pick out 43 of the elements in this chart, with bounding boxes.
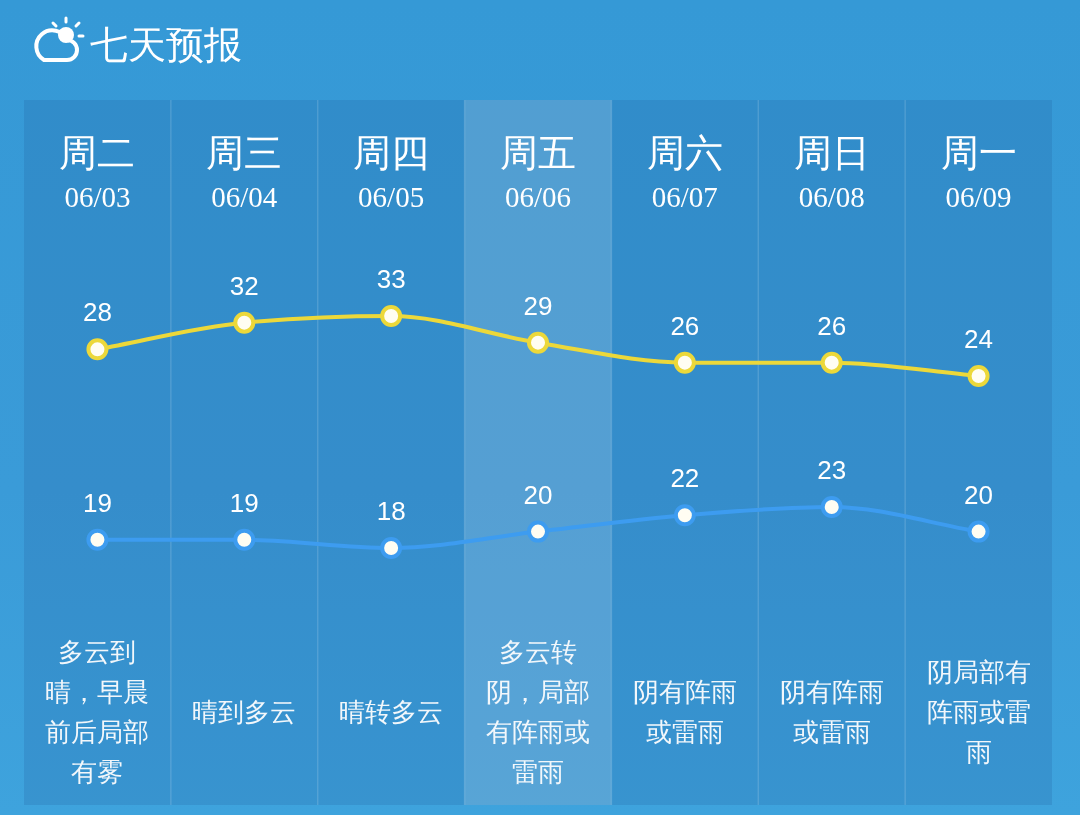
x-tick-label: 周二 06/03 — [59, 132, 136, 213]
text: 多云转阴，局部有阵雨或雷雨 — [485, 636, 591, 789]
point — [673, 351, 696, 374]
data-label: 26 — [817, 310, 847, 341]
point — [967, 520, 990, 543]
data-label: 23 — [817, 455, 847, 485]
data-label: 20 — [523, 479, 553, 510]
point — [673, 504, 696, 527]
point — [527, 331, 549, 354]
x-tick-label: 周日 06/08 — [793, 132, 870, 213]
data-label: 20 — [964, 479, 994, 510]
text: 晴转多云 — [338, 696, 445, 729]
data-label: 19 — [229, 487, 259, 518]
point — [380, 537, 403, 559]
chart-title: 七天预报 — [90, 24, 242, 66]
x-tick-label: 周四 06/05 — [353, 132, 430, 213]
x-tick-label: 周三 06/04 — [206, 132, 283, 213]
point — [86, 338, 109, 361]
point — [820, 351, 843, 374]
point — [380, 305, 403, 327]
data-label: 33 — [376, 264, 406, 294]
text: 阴局部有阵雨或雷雨 — [925, 656, 1032, 769]
text: 多云到晴，早晨前后局部有雾 — [44, 636, 151, 789]
data-label: 28 — [82, 297, 112, 328]
text: 晴到多云 — [191, 696, 298, 729]
point — [527, 520, 549, 543]
data-label: 32 — [229, 270, 259, 301]
data-label: 19 — [82, 487, 112, 518]
data-label: 26 — [670, 310, 700, 341]
point — [86, 528, 109, 551]
point — [967, 365, 990, 387]
point — [233, 528, 256, 551]
point — [820, 496, 843, 518]
x-tick-label: 周六 06/07 — [646, 132, 723, 213]
data-label: 24 — [964, 324, 994, 354]
data-label: 29 — [523, 290, 553, 321]
text: 阴有阵雨或雷雨 — [631, 676, 738, 749]
data-label: 22 — [670, 463, 700, 494]
point — [233, 311, 256, 334]
data-label: 18 — [376, 496, 406, 526]
text: 阴有阵雨或雷雨 — [778, 676, 885, 749]
x-tick-label: 周五 06/06 — [500, 132, 576, 213]
x-tick-label: 周一 06/09 — [940, 132, 1017, 213]
